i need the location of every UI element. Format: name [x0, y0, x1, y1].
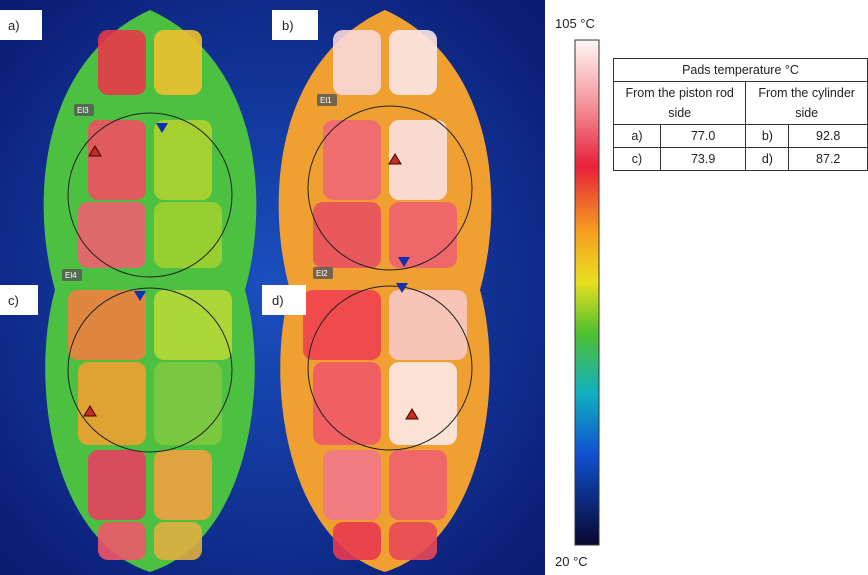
colorbar-min: 20 °C	[555, 554, 588, 569]
panel-label: c)	[8, 293, 19, 308]
cell: a)	[614, 125, 661, 148]
pad	[389, 362, 457, 445]
pad	[98, 522, 146, 560]
pad	[154, 522, 202, 560]
label-box	[0, 10, 42, 40]
panel-label: a)	[8, 18, 20, 33]
pad	[389, 522, 437, 560]
pad	[333, 30, 381, 95]
pad	[303, 290, 381, 360]
cell: d)	[746, 148, 789, 171]
pad	[389, 30, 437, 95]
pad	[78, 362, 146, 445]
label-box	[272, 10, 318, 40]
pad	[323, 450, 381, 520]
pad	[98, 30, 146, 95]
body: 105 °C 20 °C a) b) c) d) El3 El1 El4 El2 Pa…	[0, 0, 868, 575]
pad	[88, 120, 146, 200]
label-box	[0, 285, 38, 315]
pad	[154, 120, 212, 200]
table-title: Pads temperature °C	[614, 59, 868, 82]
pad	[389, 450, 447, 520]
pad	[333, 522, 381, 560]
cell: 73.9	[660, 148, 745, 171]
cell: b)	[746, 125, 789, 148]
table-header: From the piston rod side	[614, 82, 746, 125]
sensor-label: El1	[320, 96, 332, 105]
colorbar	[575, 40, 599, 545]
pad	[88, 450, 146, 520]
panel-label: b)	[282, 18, 294, 33]
pad	[154, 202, 222, 268]
cell: 92.8	[789, 125, 868, 148]
label-box	[262, 285, 306, 315]
pad	[154, 30, 202, 95]
cell: c)	[614, 148, 661, 171]
temperature-table: Pads temperature °C From the piston rod …	[613, 58, 868, 171]
pad	[313, 362, 381, 445]
cell: 77.0	[660, 125, 745, 148]
sensor-label: El3	[77, 106, 89, 115]
colorbar-max: 105 °C	[555, 16, 595, 31]
pad	[154, 450, 212, 520]
pad	[78, 202, 146, 268]
cell: 87.2	[789, 148, 868, 171]
page: {"panels": [{"label": "a)", "sensor": "E…	[0, 0, 868, 575]
sensor-label: El2	[316, 269, 328, 278]
panel-label: d)	[272, 293, 284, 308]
pad	[154, 362, 222, 445]
pad	[389, 290, 467, 360]
table-header: From the cylinder side	[746, 82, 868, 125]
pad	[323, 120, 381, 200]
sensor-label: El4	[65, 271, 77, 280]
